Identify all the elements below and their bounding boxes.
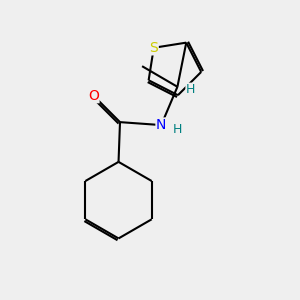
Text: O: O [88, 88, 99, 103]
Text: S: S [149, 41, 158, 55]
Text: H: H [186, 83, 195, 96]
Text: N: N [156, 118, 166, 132]
Text: H: H [173, 123, 182, 136]
